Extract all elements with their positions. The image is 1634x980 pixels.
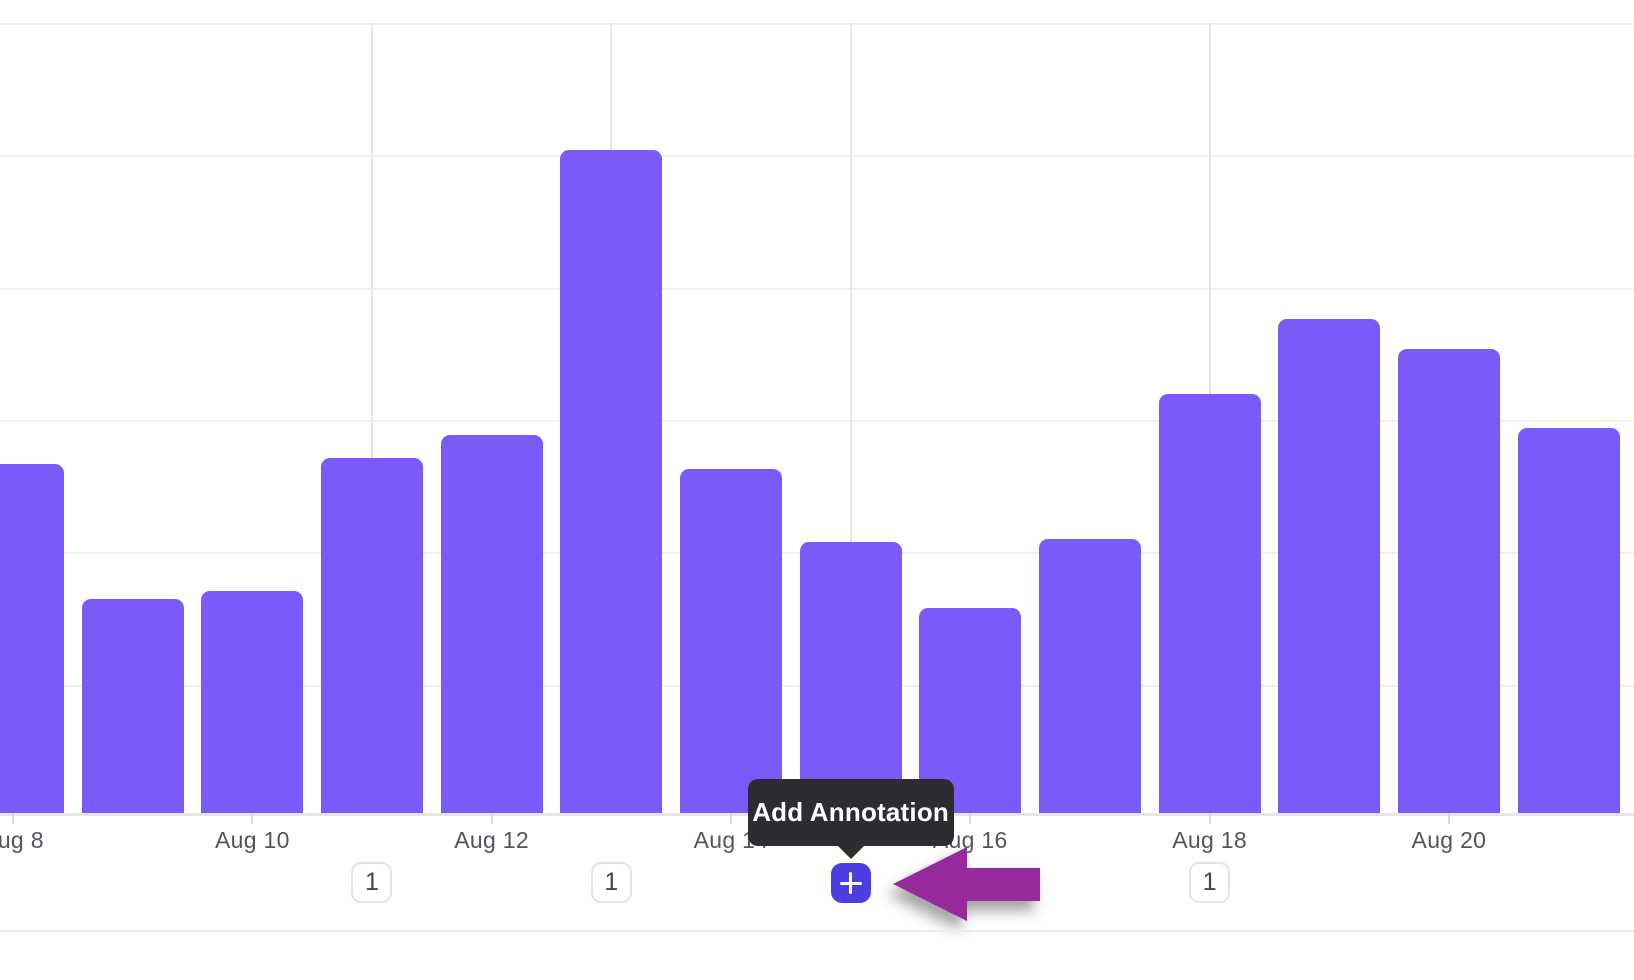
- annotation-date-line: [849, 23, 852, 813]
- x-tick: [12, 813, 14, 824]
- bar-aug-15[interactable]: [799, 541, 902, 813]
- bar-aug-16[interactable]: [919, 607, 1022, 813]
- gridline: [0, 287, 1634, 290]
- tooltip-label: Add Annotation: [752, 797, 949, 827]
- bar-aug-9[interactable]: [81, 598, 184, 813]
- tooltip-pointer: [836, 845, 865, 859]
- x-axis-label: Aug 20: [1411, 827, 1487, 853]
- bar-aug-17[interactable]: [1038, 539, 1141, 813]
- bar-aug-8[interactable]: [0, 463, 64, 813]
- left-arrow-shape: [893, 847, 1040, 921]
- add-annotation-tooltip: Add Annotation: [747, 779, 954, 859]
- bar-aug-21[interactable]: [1517, 427, 1620, 813]
- bar-aug-18[interactable]: [1158, 393, 1261, 813]
- bar-aug-13[interactable]: [560, 150, 663, 813]
- x-tick: [251, 813, 254, 824]
- x-axis-label: Aug 12: [454, 827, 529, 853]
- section-divider: [0, 930, 1634, 932]
- annotation-date-line: [370, 23, 373, 813]
- bar-aug-20[interactable]: [1397, 348, 1500, 813]
- x-axis-label: Aug 8: [0, 827, 44, 853]
- gridline: [0, 23, 1634, 25]
- x-tick: [969, 813, 972, 824]
- annotation-count-badge[interactable]: 1: [590, 862, 632, 903]
- add-annotation-button[interactable]: [830, 863, 871, 903]
- x-axis-label: Aug 18: [1172, 827, 1247, 853]
- x-tick: [490, 813, 493, 824]
- bar-aug-19[interactable]: [1278, 319, 1381, 813]
- bar-aug-14[interactable]: [679, 468, 782, 813]
- bar-aug-12[interactable]: [440, 434, 543, 813]
- plus-icon: [839, 872, 862, 894]
- x-axis-label: Aug 10: [214, 827, 290, 853]
- gridline: [0, 155, 1634, 158]
- x-tick: [1447, 813, 1450, 824]
- x-tick: [1208, 813, 1211, 824]
- annotation-count-badge[interactable]: 1: [1189, 862, 1231, 903]
- bar-aug-10[interactable]: [201, 590, 304, 813]
- annotation-count-badge[interactable]: 1: [351, 862, 393, 903]
- x-tick: [729, 813, 732, 824]
- bar-aug-11[interactable]: [320, 458, 423, 813]
- gridline: [0, 419, 1634, 422]
